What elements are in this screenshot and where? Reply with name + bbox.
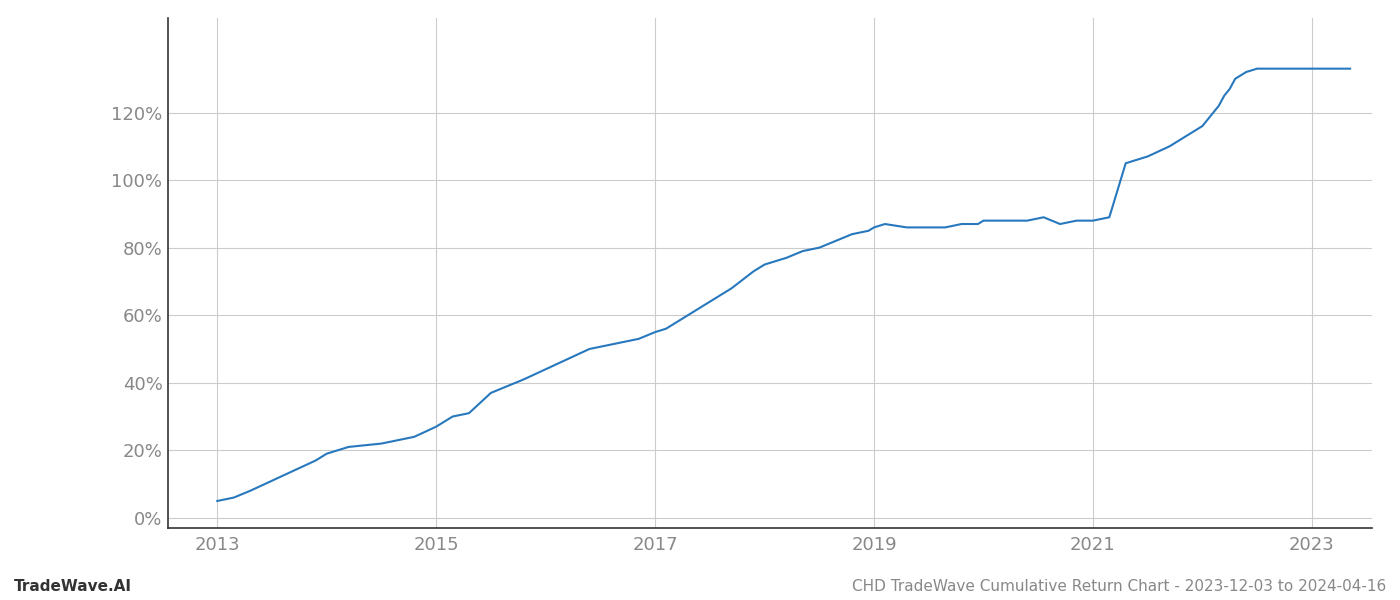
Text: CHD TradeWave Cumulative Return Chart - 2023-12-03 to 2024-04-16: CHD TradeWave Cumulative Return Chart - … — [851, 579, 1386, 594]
Text: TradeWave.AI: TradeWave.AI — [14, 579, 132, 594]
